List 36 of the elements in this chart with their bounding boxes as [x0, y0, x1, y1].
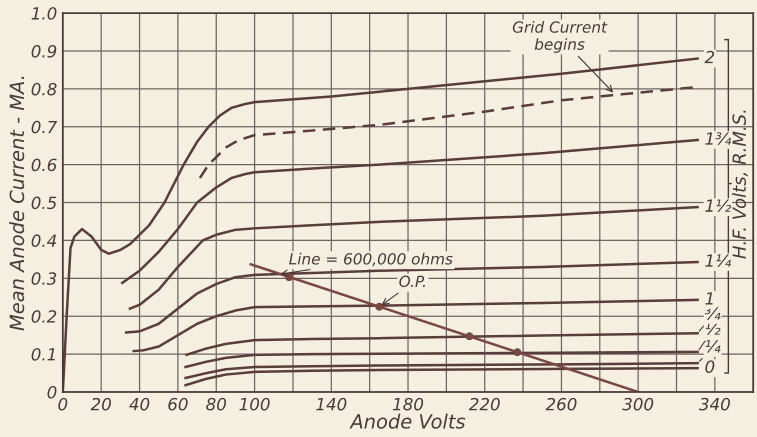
y-tick-label: 0.5 — [32, 196, 56, 210]
x-tick-label: 180 — [392, 398, 424, 410]
x-tick-label: 0 — [58, 398, 68, 410]
y-tick-label: 0.6 — [32, 158, 57, 172]
y-tick-label: 0.2 — [32, 310, 56, 323]
y-tick-label: 0.1 — [32, 348, 55, 361]
annotation: Line = 600,000 ohms — [289, 252, 453, 266]
series-label: 2 — [704, 50, 714, 64]
y-tick-label: 1.0 — [32, 7, 56, 20]
legend-label: ¼ — [706, 340, 721, 353]
x-tick-label: 20 — [90, 398, 111, 410]
series-label: 1¾ — [705, 132, 732, 145]
y-tick-label: 0.4 — [32, 234, 56, 248]
x-tick-label: 100 — [240, 398, 270, 410]
x-tick-label: 40 — [129, 398, 150, 410]
y-tick-label: 0.9 — [32, 44, 56, 58]
series-label: 1½ — [705, 199, 732, 212]
x-axis-title: Anode Volts — [349, 414, 466, 429]
annotation: Grid Current begins — [512, 21, 608, 53]
x-tick-label: 80 — [206, 398, 226, 410]
annotation: O.P. — [399, 276, 425, 288]
x-tick-label: 60 — [168, 398, 188, 410]
x-tick-label: 140 — [316, 398, 346, 410]
y-tick-label: 0.8 — [32, 82, 57, 96]
y-axis-title: Mean Anode Current - MA. — [9, 76, 24, 331]
series-label: 1 — [705, 292, 713, 305]
legend-label: 0 — [705, 360, 714, 373]
legend-title: H.F. Volts, R.M.S. — [732, 110, 748, 259]
x-tick-label: 220 — [468, 398, 500, 410]
y-tick-label: 0 — [48, 386, 56, 399]
x-tick-label: 300 — [622, 398, 654, 410]
y-tick-label: 0.7 — [32, 120, 58, 134]
series-label: 1¼ — [705, 254, 732, 267]
x-tick-label: 260 — [546, 398, 577, 410]
x-tick-label: 340 — [698, 398, 730, 410]
y-tick-label: 0.3 — [32, 272, 56, 285]
